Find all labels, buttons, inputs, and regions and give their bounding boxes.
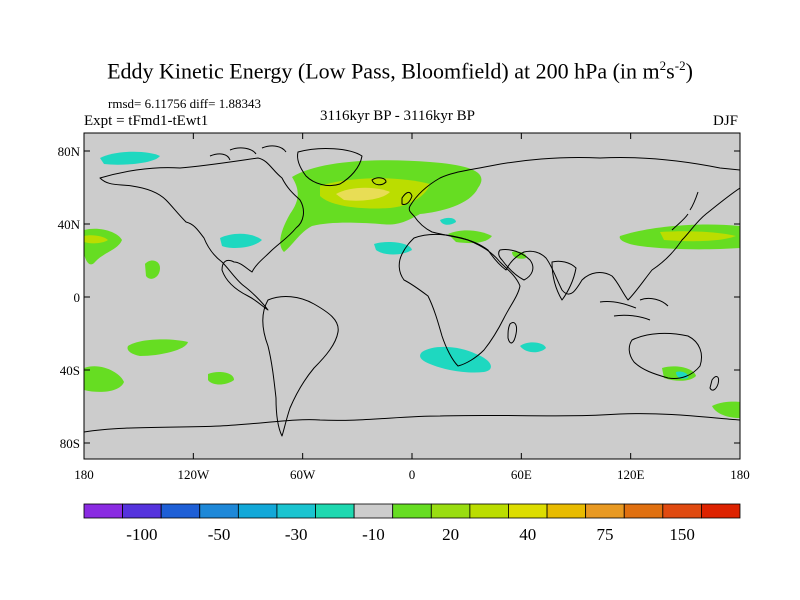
canadian-arctic-outline: [209, 145, 287, 161]
pacific-east-strong-region: [84, 235, 108, 244]
season-label: DJF: [713, 113, 739, 129]
map-axes: 80N 40N 0 40S 80S 180 120W 60W 0 60E 120E 180: [58, 133, 750, 482]
indonesia-outline: [599, 297, 669, 321]
lon-tick-label: 180: [730, 467, 750, 482]
pacific-small-positive-region: [145, 260, 160, 279]
colorbar-swatch: [623, 503, 664, 519]
gulf-of-mexico-negative-region: [220, 233, 262, 248]
colorbar-swatch: [469, 503, 509, 519]
south-pacific-small-positive-region: [208, 372, 234, 385]
colorbar-swatch: [315, 503, 355, 519]
colorbar-swatch: [276, 503, 316, 519]
uk-outline: [401, 191, 413, 205]
lon-tick-label: 0: [409, 467, 416, 482]
colorbar-swatch: [701, 503, 741, 519]
lon-tick-label: 180: [74, 467, 94, 482]
experiment-label: Expt = tFmd1-tEwt1: [84, 113, 209, 129]
lat-tick-label: 80S: [60, 436, 80, 451]
arabia-outline: [498, 249, 534, 281]
antarctica-outline: [84, 413, 740, 433]
colorbar-swatch: [662, 503, 702, 519]
plot-title: Eddy Kinetic Energy (Low Pass, Bloomfiel…: [0, 58, 800, 84]
lat-tick-label: 0: [74, 290, 81, 305]
lat-tick-label: 40N: [58, 217, 81, 232]
colorbar-label: 40: [519, 525, 536, 544]
colorbar-label: 150: [669, 525, 695, 544]
colorbar: -100 -50 -30 -10 20 40 75 150: [83, 503, 741, 544]
south-indian-negative-region: [520, 342, 546, 353]
south-america-outline: [262, 296, 339, 437]
india-outline: [551, 260, 577, 301]
lon-tick-label: 60E: [511, 467, 532, 482]
lon-tick-label: 60W: [290, 467, 316, 482]
period-label: 3116kyr BP - 3116kyr BP: [320, 108, 476, 124]
sahara-negative-region: [440, 217, 456, 225]
colorbar-swatch: [160, 503, 201, 519]
mediterranean-positive-region: [448, 230, 492, 244]
colorbar-swatch: [353, 503, 394, 519]
stats-text: rmsd= 6.11756 diff= 1.88343: [108, 96, 261, 111]
new-zealand-outline: [709, 376, 719, 391]
greenland-outline: [297, 148, 363, 187]
colorbar-swatch: [83, 503, 123, 519]
title-mid: s: [666, 58, 675, 84]
iceland-outline: [371, 177, 387, 186]
colorbar-label: -100: [126, 525, 157, 544]
north-pacific-negative-region: [100, 151, 160, 165]
colorbar-label: -50: [208, 525, 231, 544]
colorbar-swatch: [585, 503, 625, 519]
south-africa-negative-region: [420, 346, 491, 373]
negative-anomaly-regions: [100, 151, 689, 379]
title-text: Eddy Kinetic Energy (Low Pass, Bloomfiel…: [107, 58, 660, 84]
colorbar-swatch: [508, 503, 548, 519]
south-pacific-positive-region: [127, 339, 188, 356]
colorbar-swatch: [199, 503, 239, 519]
lat-tick-label: 40S: [60, 363, 80, 378]
colorbar-swatch: [122, 503, 162, 519]
colorbar-swatch: [237, 503, 278, 519]
japan-outline: [671, 191, 699, 231]
colorbar-swatch: [546, 503, 587, 519]
colorbar-swatch: [392, 503, 432, 519]
pacific-west-strong-region: [660, 231, 736, 242]
peak-anomaly-regions: [336, 187, 390, 201]
southern-ocean-positive-region: [712, 401, 740, 418]
title-sup-1: 2: [659, 58, 667, 73]
north-atlantic-peak-region: [336, 187, 390, 201]
atlantic-negative-region: [374, 242, 412, 255]
colorbar-label: 75: [596, 525, 613, 544]
southern-pacific-positive-region: [84, 366, 124, 392]
lon-tick-label: 120E: [617, 467, 645, 482]
australia-outline: [628, 332, 702, 379]
madagascar-outline: [507, 321, 517, 344]
coastlines: [84, 145, 740, 437]
lon-tick-label: 120W: [177, 467, 210, 482]
title-sup-2: -2: [674, 58, 686, 73]
title-end: ): [685, 58, 693, 84]
colorbar-swatch: [430, 503, 471, 519]
colorbar-label: -10: [362, 525, 385, 544]
africa-outline: [398, 233, 521, 367]
lat-tick-label: 80N: [58, 144, 81, 159]
colorbar-label: -30: [285, 525, 308, 544]
north-america-outline: [99, 157, 304, 311]
colorbar-label: 20: [442, 525, 459, 544]
